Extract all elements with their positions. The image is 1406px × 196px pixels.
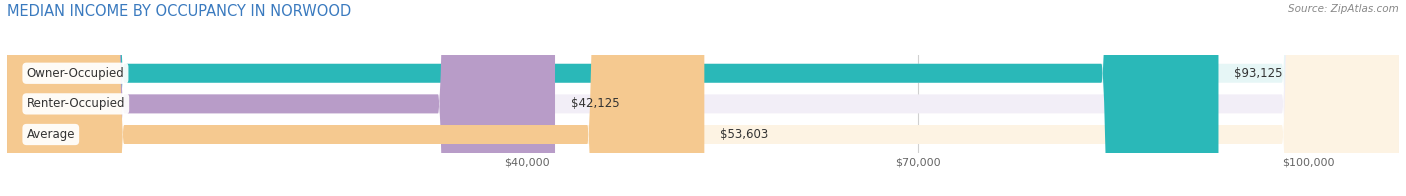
FancyBboxPatch shape [7,0,1219,196]
FancyBboxPatch shape [7,0,1399,196]
Text: $93,125: $93,125 [1234,67,1282,80]
FancyBboxPatch shape [7,0,704,196]
Text: $42,125: $42,125 [571,97,619,110]
Text: Owner-Occupied: Owner-Occupied [27,67,124,80]
FancyBboxPatch shape [7,0,1399,196]
FancyBboxPatch shape [7,0,555,196]
Text: Average: Average [27,128,75,141]
Text: $53,603: $53,603 [720,128,768,141]
Text: Source: ZipAtlas.com: Source: ZipAtlas.com [1288,4,1399,14]
Text: MEDIAN INCOME BY OCCUPANCY IN NORWOOD: MEDIAN INCOME BY OCCUPANCY IN NORWOOD [7,4,351,19]
Text: Renter-Occupied: Renter-Occupied [27,97,125,110]
FancyBboxPatch shape [7,0,1399,196]
